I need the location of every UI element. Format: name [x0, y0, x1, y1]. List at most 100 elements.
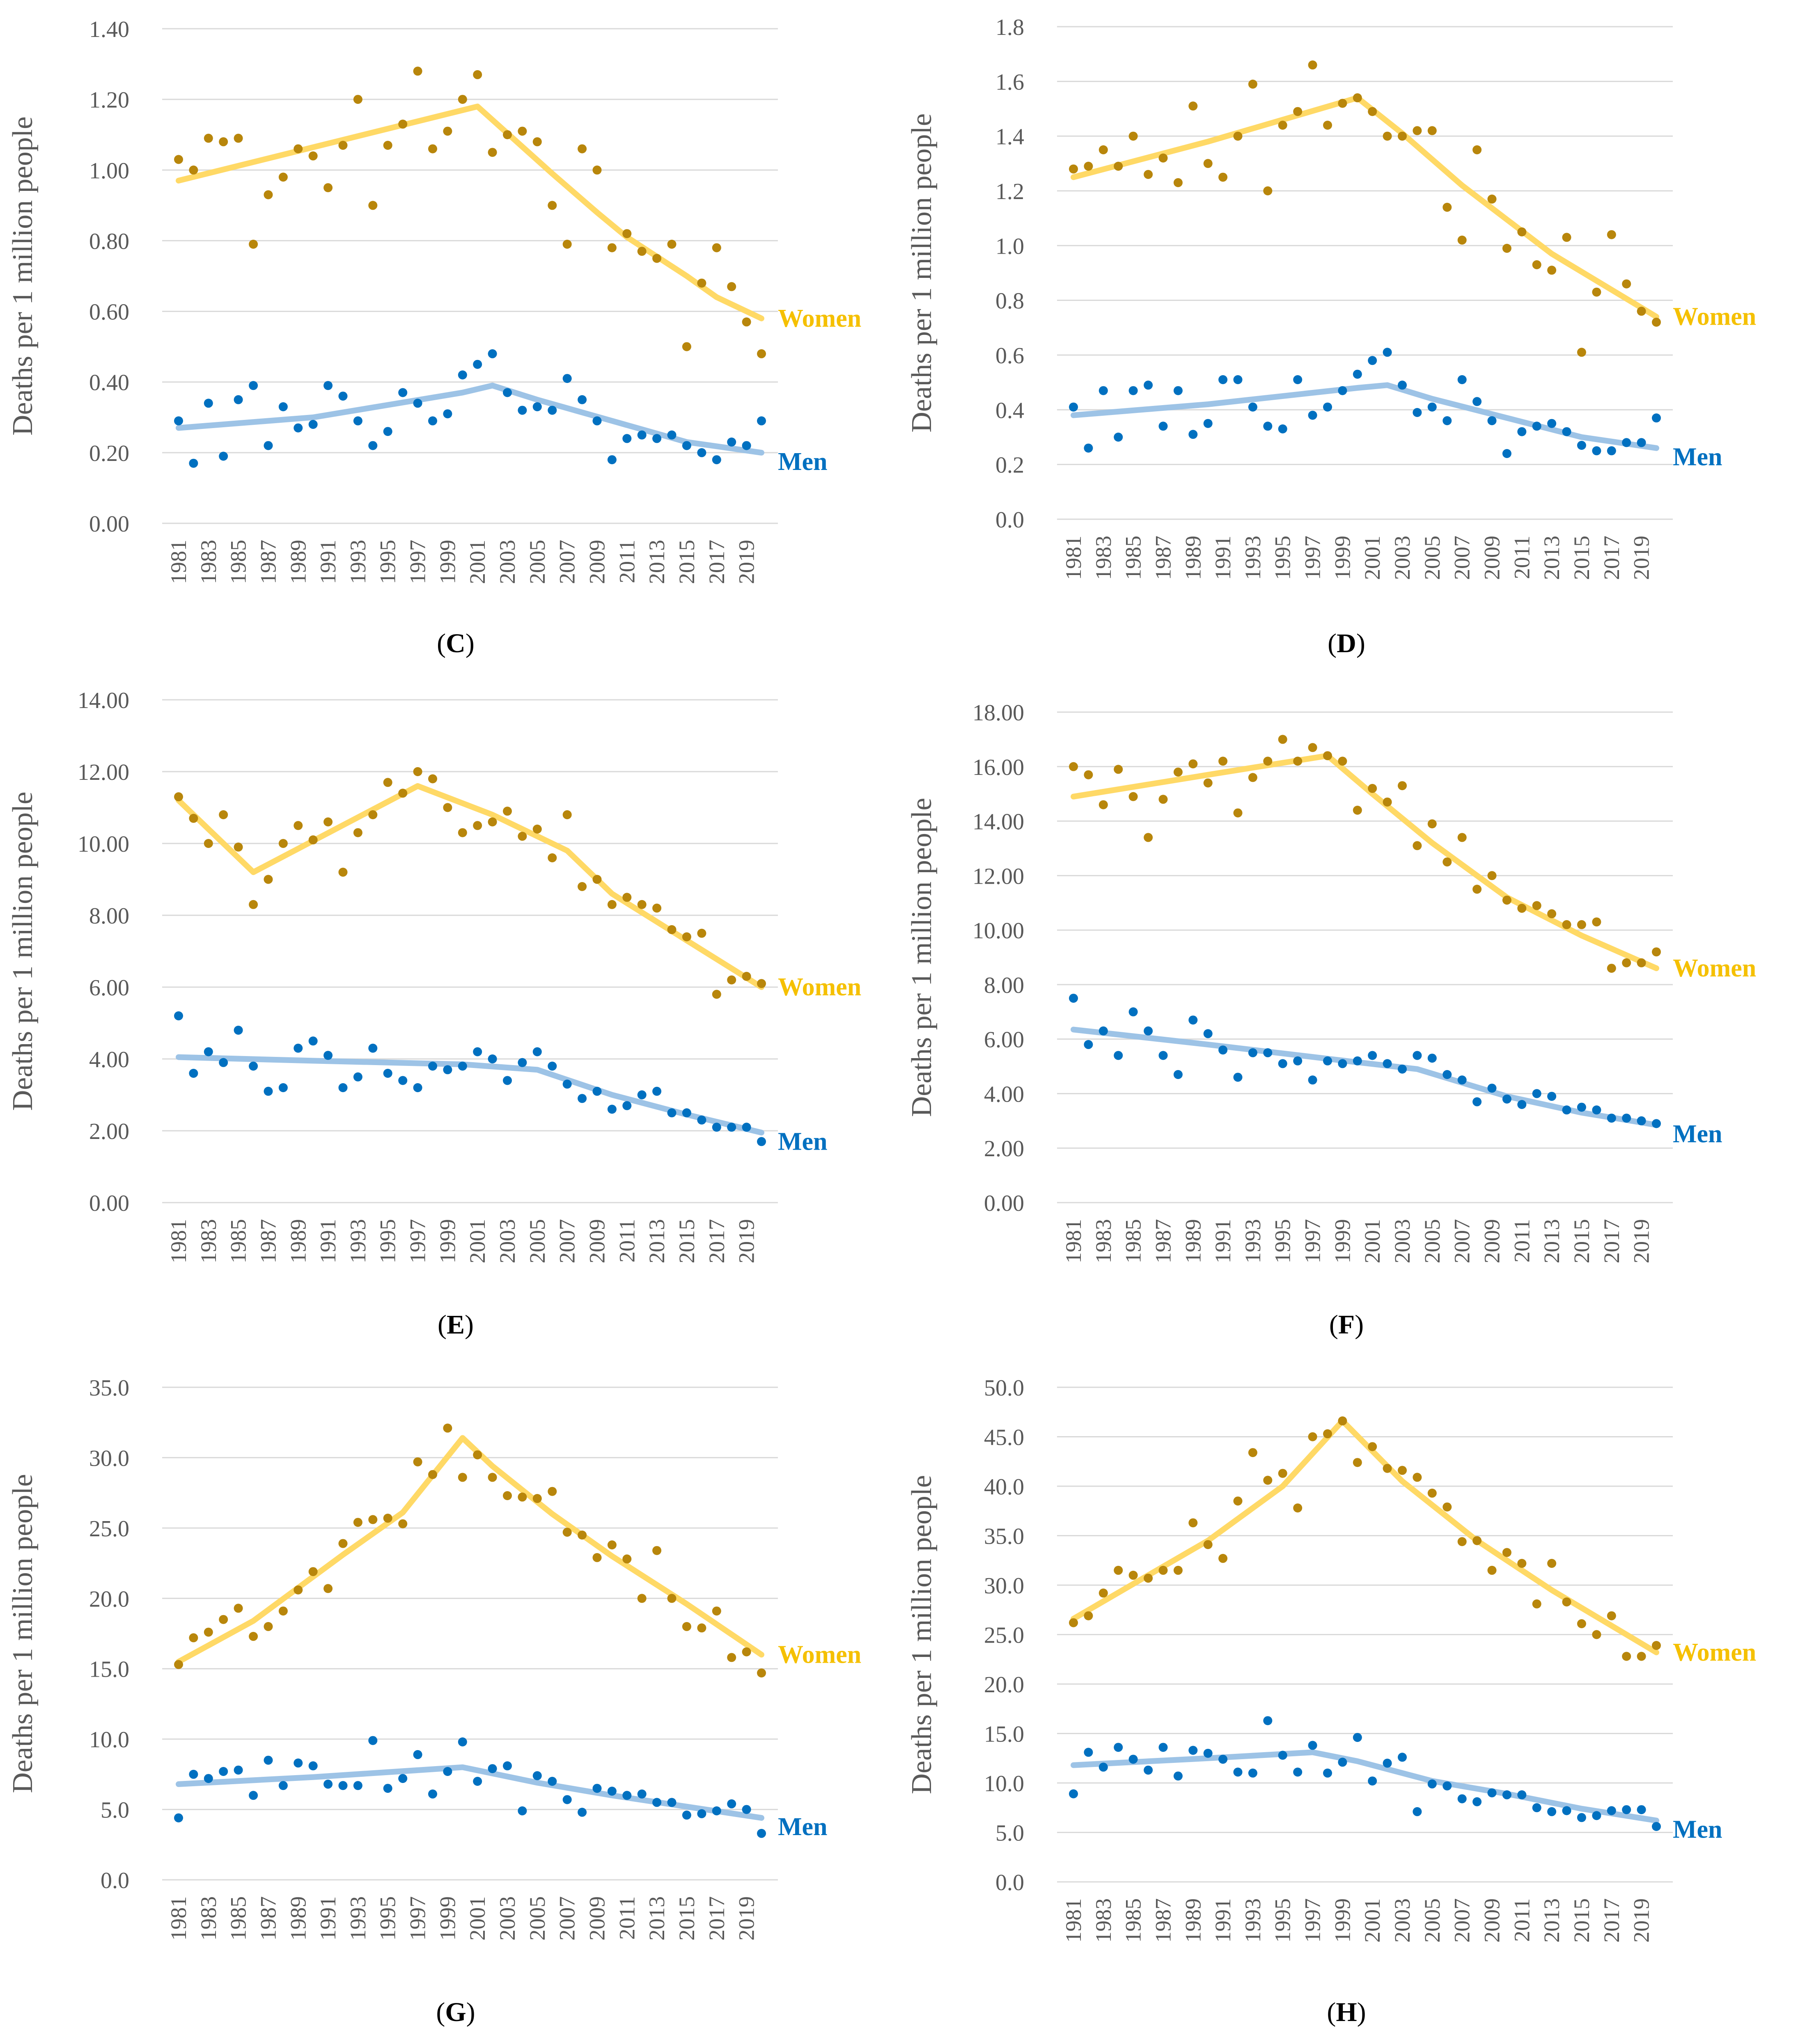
- women-point: [1427, 819, 1437, 829]
- women-point: [1173, 768, 1183, 777]
- men-point: [1248, 402, 1257, 412]
- women-point: [234, 1604, 243, 1613]
- x-tick-label: 2015: [1569, 536, 1594, 580]
- x-tick-label: 1993: [1241, 1898, 1265, 1943]
- women-point: [727, 1653, 736, 1662]
- y-tick-label: 0.8: [995, 289, 1024, 314]
- women-point: [607, 1540, 617, 1549]
- x-tick-label: 2017: [704, 1219, 729, 1263]
- women-point: [294, 821, 303, 830]
- women-point: [1128, 131, 1138, 141]
- men-point: [1173, 1070, 1183, 1079]
- women-point: [1592, 917, 1601, 927]
- x-tick-label: 1981: [1061, 1219, 1086, 1263]
- x-tick-label: 2015: [674, 1896, 699, 1941]
- y-axis-label: Deaths per 1 million people: [906, 113, 938, 433]
- women-point: [264, 190, 273, 199]
- men-point: [1203, 419, 1213, 428]
- y-tick-label: 30.0: [984, 1573, 1024, 1599]
- women-point: [652, 903, 662, 913]
- x-tick-label: 2019: [734, 1219, 759, 1263]
- y-tick-label: 10.00: [78, 832, 129, 857]
- men-point: [488, 1054, 497, 1063]
- men-point: [1263, 1048, 1273, 1057]
- x-tick-label: 1991: [1211, 1898, 1235, 1943]
- men-point: [1592, 1105, 1601, 1115]
- x-tick-label: 1997: [406, 540, 430, 584]
- men-point: [1472, 1097, 1482, 1107]
- y-tick-label: 14.00: [78, 688, 129, 713]
- men-point: [383, 1069, 392, 1078]
- y-tick-label: 40.0: [984, 1474, 1024, 1500]
- men-point: [1293, 1767, 1303, 1777]
- women-point: [548, 201, 557, 210]
- y-tick-label: 5.0: [101, 1798, 129, 1823]
- men-point: [1248, 1768, 1257, 1778]
- x-tick-label: 1985: [226, 1219, 251, 1263]
- y-tick-label: 1.2: [995, 179, 1024, 204]
- y-axis-label: Deaths per 1 million people: [906, 1475, 938, 1794]
- women-point: [1218, 756, 1228, 766]
- men-trend-line: [1071, 382, 1659, 451]
- men-point: [1487, 1084, 1497, 1093]
- y-tick-label: 0.40: [89, 370, 129, 396]
- women-point: [503, 130, 512, 140]
- men-point: [1069, 994, 1078, 1003]
- y-tick-label: 0.0: [995, 507, 1024, 533]
- x-tick-label: 1983: [196, 1896, 221, 1941]
- men-point: [204, 1774, 213, 1783]
- women-point: [1532, 901, 1541, 910]
- y-tick-label: 2.00: [984, 1136, 1024, 1162]
- x-tick-label: 1983: [196, 540, 221, 584]
- y-tick-label: 0.6: [995, 343, 1024, 369]
- men-point: [1413, 1807, 1422, 1816]
- panel-label-H: (H): [1327, 1997, 1366, 2027]
- men-trend-line: [176, 1764, 764, 1821]
- women-point: [1218, 1554, 1228, 1563]
- x-tick-label: 1995: [376, 540, 400, 584]
- women-point: [473, 821, 482, 830]
- y-tick-label: 6.00: [984, 1027, 1024, 1053]
- men-point: [518, 1806, 527, 1815]
- men-point: [1443, 1070, 1452, 1079]
- men-point: [1547, 1092, 1557, 1101]
- men-point: [219, 1058, 228, 1067]
- women-point: [189, 813, 198, 823]
- men-point: [368, 1736, 378, 1745]
- women-point: [458, 1473, 467, 1482]
- men-point: [1577, 441, 1586, 450]
- women-series-label: Women: [778, 305, 861, 332]
- women-point: [637, 247, 647, 256]
- men-point: [473, 1047, 482, 1056]
- x-tick-label: 1981: [1061, 1898, 1086, 1943]
- women-point: [592, 875, 602, 884]
- men-point: [413, 399, 422, 408]
- y-tick-label: 10.0: [89, 1727, 129, 1753]
- x-tick-label: 2001: [1360, 1898, 1385, 1943]
- x-tick-label: 2009: [1479, 1898, 1504, 1943]
- women-point: [1637, 307, 1646, 316]
- x-tick-label: 2007: [1450, 1219, 1475, 1263]
- women-point: [189, 165, 198, 175]
- women-point: [1652, 1641, 1661, 1650]
- x-tick-label: 1983: [1091, 1219, 1116, 1263]
- men-point: [1084, 1748, 1093, 1757]
- x-tick-label: 1989: [1181, 1898, 1205, 1943]
- women-point: [1532, 1599, 1541, 1609]
- y-tick-label: 18.00: [972, 700, 1024, 726]
- women-point: [428, 1470, 437, 1479]
- men-point: [1099, 1026, 1108, 1036]
- x-tick-label: 2015: [1569, 1219, 1594, 1263]
- women-point: [1323, 1429, 1332, 1439]
- x-tick-label: 2007: [1450, 1898, 1475, 1943]
- y-tick-label: 35.0: [89, 1375, 129, 1401]
- x-tick-label: 1983: [196, 1219, 221, 1263]
- men-point: [1547, 1807, 1557, 1816]
- men-point: [1278, 1059, 1287, 1068]
- women-point: [1577, 1619, 1586, 1628]
- x-tick-label: 2019: [1629, 1219, 1654, 1263]
- men-point: [697, 1115, 706, 1125]
- x-tick-label: 2013: [644, 1896, 669, 1941]
- men-point: [1203, 1029, 1213, 1038]
- women-point: [712, 990, 721, 999]
